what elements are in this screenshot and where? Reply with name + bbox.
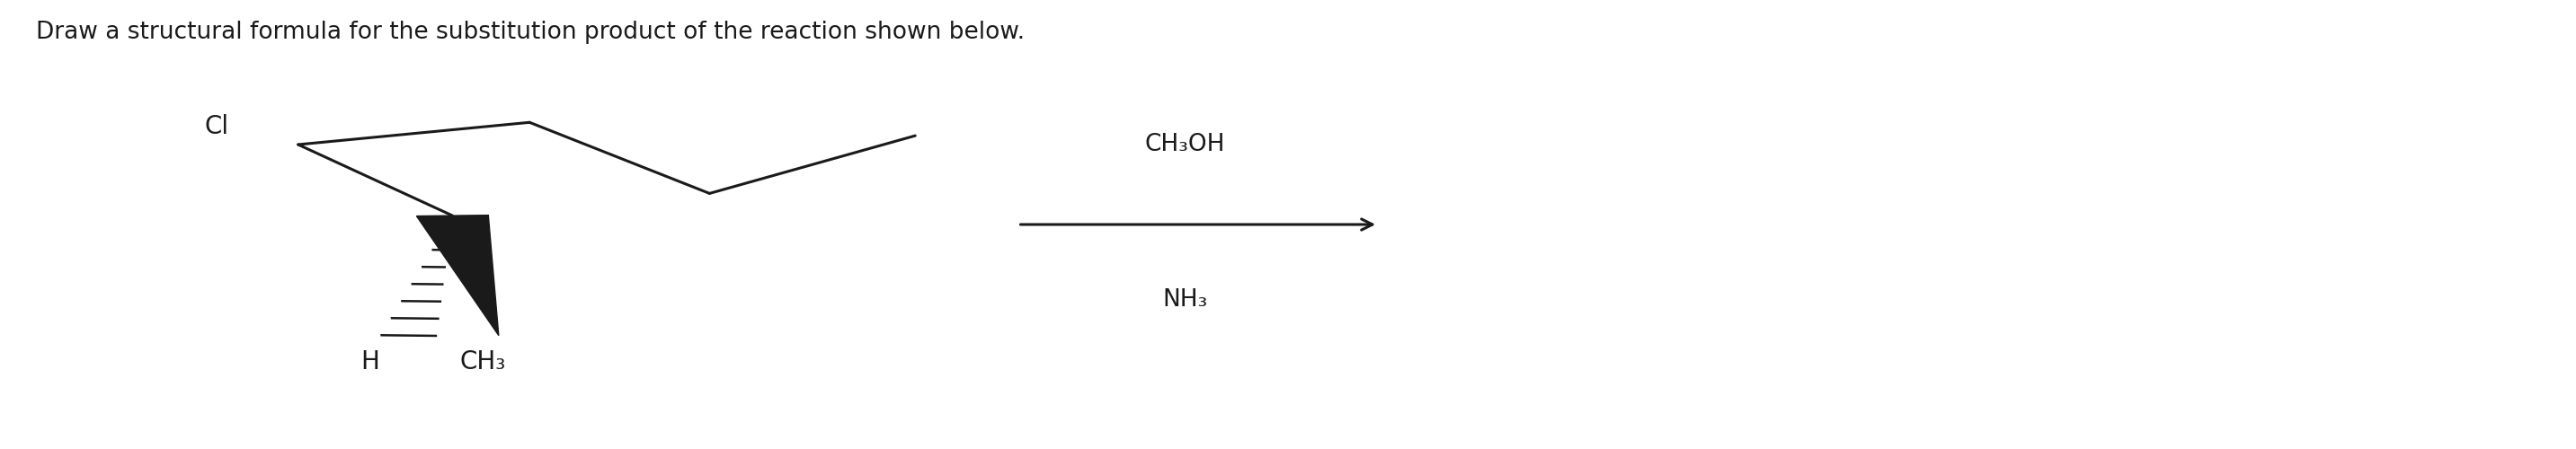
Text: CH₃: CH₃ — [461, 350, 507, 375]
Polygon shape — [417, 215, 500, 335]
Text: NH₃: NH₃ — [1162, 288, 1208, 312]
Text: Draw a structural formula for the substitution product of the reaction shown bel: Draw a structural formula for the substi… — [36, 20, 1025, 44]
Text: Cl: Cl — [204, 114, 229, 139]
Text: H: H — [361, 350, 379, 375]
Text: CH₃OH: CH₃OH — [1144, 133, 1226, 156]
